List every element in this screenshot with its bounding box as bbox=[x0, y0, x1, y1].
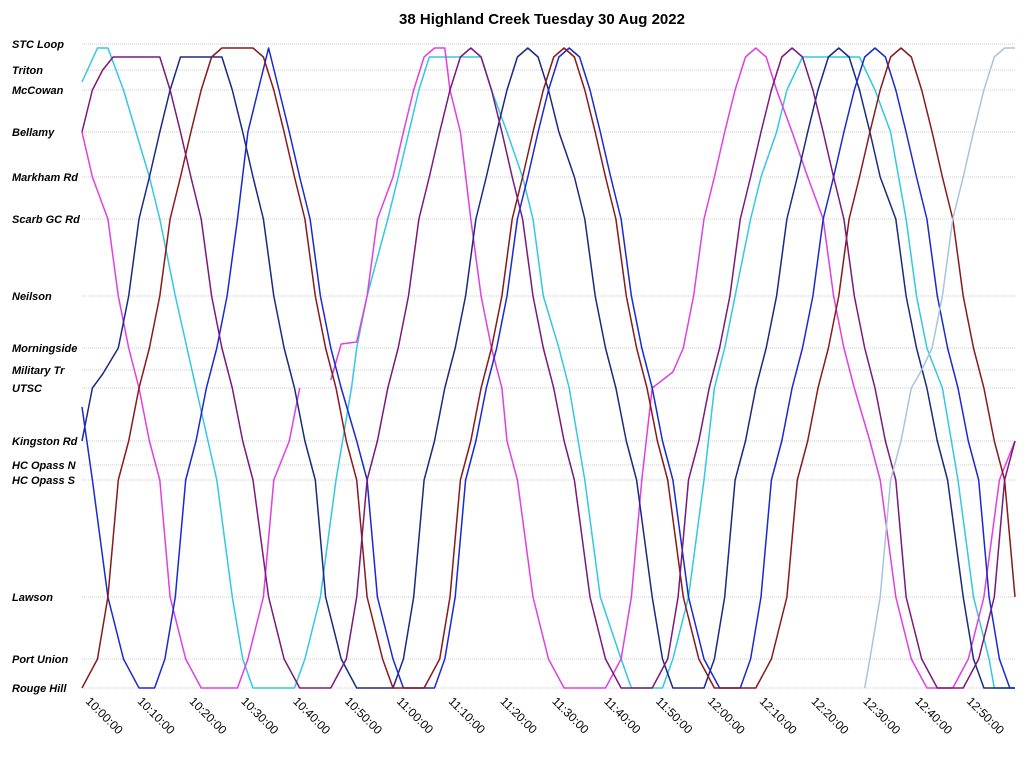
time-tick-label: 10:20:00 bbox=[187, 694, 230, 737]
stop-label: HC Opass S bbox=[12, 475, 76, 487]
time-tick-label: 11:30:00 bbox=[549, 694, 592, 737]
stop-label: Military Tr bbox=[12, 365, 65, 377]
time-tick-label: 12:40:00 bbox=[912, 694, 955, 737]
stop-label: McCowan bbox=[12, 85, 64, 97]
stop-label: UTSC bbox=[12, 383, 43, 395]
time-tick-label: 10:50:00 bbox=[342, 694, 385, 737]
time-tick-label: 11:50:00 bbox=[653, 694, 696, 737]
stop-labels: STC Loop Triton McCowan Bellamy Markham Rd Sc… bbox=[12, 39, 80, 695]
stop-label: Kingston Rd bbox=[12, 436, 78, 448]
time-tick-label: 12:10:00 bbox=[757, 694, 800, 737]
stop-label: Port Union bbox=[12, 654, 68, 666]
trip-line bbox=[81, 47, 1016, 689]
time-tick-label: 11:10:00 bbox=[446, 694, 489, 737]
trip-line bbox=[81, 47, 1016, 689]
time-tick-label: 12:20:00 bbox=[809, 694, 852, 737]
stop-label: Neilson bbox=[12, 291, 52, 303]
time-tick-label: 10:10:00 bbox=[135, 694, 178, 737]
stop-label: Markham Rd bbox=[12, 172, 78, 184]
stop-label: Triton bbox=[12, 65, 43, 77]
trip-line bbox=[863, 47, 1015, 689]
trip-line bbox=[81, 47, 1015, 689]
chart-title: 38 Highland Creek Tuesday 30 Aug 2022 bbox=[399, 11, 685, 28]
time-tick-label: 11:40:00 bbox=[601, 694, 644, 737]
time-tick-label: 10:40:00 bbox=[290, 694, 333, 737]
stop-label: Morningside bbox=[12, 343, 77, 355]
stop-label: Rouge Hill bbox=[12, 683, 67, 695]
stop-label: STC Loop bbox=[12, 39, 64, 51]
stop-label: Lawson bbox=[12, 592, 53, 604]
time-tick-label: 10:30:00 bbox=[238, 694, 281, 737]
time-labels: 10:00:00 10:10:00 10:20:00 10:30:00 10:40:00… bbox=[83, 694, 1007, 737]
time-tick-label: 12:30:00 bbox=[860, 694, 903, 737]
time-tick-label: 12:50:00 bbox=[964, 694, 1007, 737]
stop-label: Scarb GC Rd bbox=[12, 214, 80, 226]
time-tick-label: 12:00:00 bbox=[705, 694, 748, 737]
time-tick-label: 11:20:00 bbox=[498, 694, 541, 737]
stop-label: Bellamy bbox=[12, 127, 55, 139]
trip-line bbox=[81, 131, 301, 689]
trip-line bbox=[81, 47, 1015, 689]
time-tick-label: 11:00:00 bbox=[394, 694, 437, 737]
time-tick-label: 10:00:00 bbox=[83, 694, 126, 737]
trip-line bbox=[330, 47, 1016, 689]
plot-area bbox=[81, 47, 1016, 689]
stop-label: HC Opass N bbox=[12, 460, 77, 472]
